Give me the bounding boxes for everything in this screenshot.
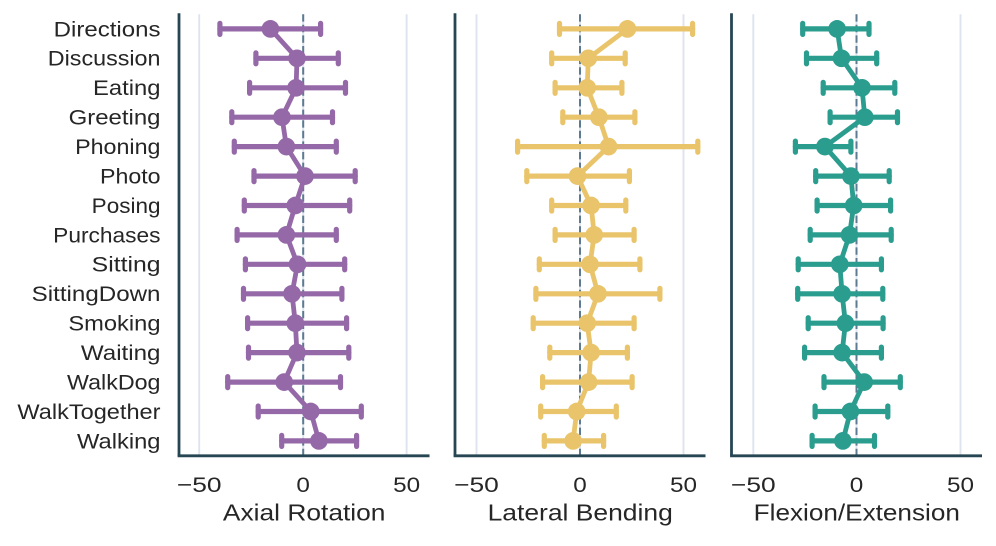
svg-text:Sitting: Sitting [92,254,161,277]
svg-text:−50: −50 [177,474,222,497]
svg-text:50: 50 [947,474,974,497]
svg-text:−50: −50 [731,474,776,497]
svg-text:Axial Rotation: Axial Rotation [223,500,386,526]
svg-text:0: 0 [573,474,587,497]
svg-text:Greeting: Greeting [69,107,161,130]
svg-text:Posing: Posing [92,195,161,218]
svg-text:−50: −50 [454,474,499,497]
svg-text:Eating: Eating [93,77,161,100]
svg-text:Directions: Directions [54,18,161,41]
svg-text:Walking: Walking [77,430,161,453]
svg-text:Waiting: Waiting [81,342,161,365]
svg-text:Phoning: Phoning [75,136,160,159]
svg-text:Smoking: Smoking [68,313,160,336]
svg-text:Lateral Bending: Lateral Bending [488,500,673,526]
svg-text:50: 50 [393,474,420,497]
svg-text:SittingDown: SittingDown [32,283,161,306]
svg-text:0: 0 [296,474,310,497]
svg-text:WalkTogether: WalkTogether [17,401,160,424]
svg-text:Purchases: Purchases [53,224,160,247]
svg-text:50: 50 [670,474,697,497]
svg-text:Discussion: Discussion [48,48,161,71]
svg-text:WalkDog: WalkDog [67,372,161,395]
svg-text:Flexion/Extension: Flexion/Extension [754,500,960,526]
svg-text:Photo: Photo [100,166,161,189]
svg-text:0: 0 [850,474,864,497]
